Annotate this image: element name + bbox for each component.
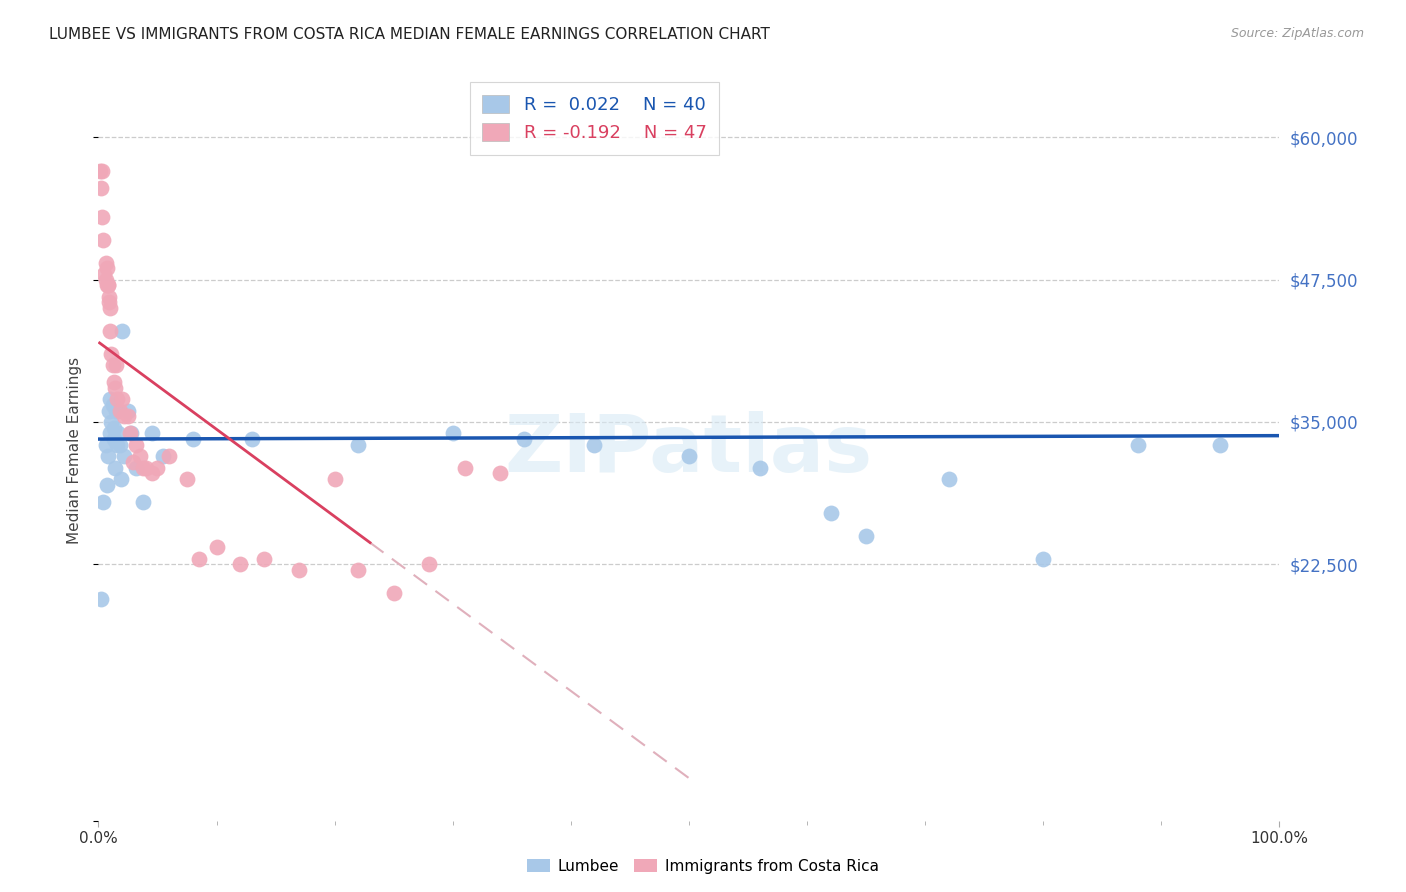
Point xyxy=(288,563,311,577)
Point xyxy=(93,267,115,281)
Point xyxy=(121,426,143,441)
Point xyxy=(107,426,129,441)
Point xyxy=(125,438,148,452)
Point xyxy=(96,261,118,276)
Point xyxy=(111,392,134,407)
Point xyxy=(103,432,125,446)
Point xyxy=(583,438,606,452)
Point xyxy=(205,541,228,555)
Point xyxy=(91,233,114,247)
Point xyxy=(100,415,122,429)
Point xyxy=(91,210,114,224)
Point xyxy=(101,358,124,372)
Point xyxy=(132,460,155,475)
Point xyxy=(100,346,122,360)
Point xyxy=(146,460,169,475)
Point xyxy=(91,164,114,178)
Point xyxy=(418,558,440,572)
Point xyxy=(512,432,534,446)
Point xyxy=(820,506,842,520)
Point xyxy=(152,449,174,463)
Point xyxy=(105,438,128,452)
Point xyxy=(453,460,475,475)
Point xyxy=(103,420,125,434)
Point xyxy=(382,586,405,600)
Text: LUMBEE VS IMMIGRANTS FROM COSTA RICA MEDIAN FEMALE EARNINGS CORRELATION CHART: LUMBEE VS IMMIGRANTS FROM COSTA RICA MED… xyxy=(49,27,770,42)
Point xyxy=(181,432,204,446)
Point xyxy=(105,403,128,417)
Point xyxy=(938,472,960,486)
Point xyxy=(748,460,770,475)
Point xyxy=(104,460,127,475)
Point xyxy=(141,426,163,441)
Point xyxy=(157,449,180,463)
Point xyxy=(96,477,118,491)
Point xyxy=(253,551,276,566)
Point xyxy=(110,472,132,486)
Point xyxy=(94,255,117,269)
Point xyxy=(98,301,121,315)
Point xyxy=(98,290,121,304)
Point xyxy=(112,409,135,424)
Text: ZIPatlas: ZIPatlas xyxy=(505,411,873,490)
Point xyxy=(132,494,155,508)
Point xyxy=(108,438,131,452)
Point xyxy=(112,449,135,463)
Point xyxy=(229,558,252,572)
Point xyxy=(441,426,464,441)
Point xyxy=(91,494,114,508)
Point xyxy=(105,358,128,372)
Point xyxy=(97,278,120,293)
Point xyxy=(105,392,128,407)
Point xyxy=(187,551,209,566)
Point xyxy=(117,409,139,424)
Point xyxy=(98,324,121,338)
Point xyxy=(108,403,131,417)
Point xyxy=(128,449,150,463)
Point xyxy=(135,460,157,475)
Text: Source: ZipAtlas.com: Source: ZipAtlas.com xyxy=(1230,27,1364,40)
Point xyxy=(94,438,117,452)
Point xyxy=(855,529,877,543)
Point xyxy=(90,181,112,195)
Point xyxy=(323,472,346,486)
Point xyxy=(89,164,111,178)
Point xyxy=(94,272,117,286)
Point xyxy=(97,278,120,293)
Point xyxy=(96,278,118,293)
Y-axis label: Median Female Earnings: Median Female Earnings xyxy=(67,357,83,544)
Legend: R =  0.022    N = 40, R = -0.192    N = 47: R = 0.022 N = 40, R = -0.192 N = 47 xyxy=(470,82,720,155)
Point xyxy=(98,392,121,407)
Point xyxy=(1209,438,1232,452)
Point xyxy=(240,432,263,446)
Point xyxy=(678,449,700,463)
Point xyxy=(141,467,163,481)
Point xyxy=(121,455,143,469)
Point xyxy=(98,295,121,310)
Point xyxy=(111,324,134,338)
Point xyxy=(125,460,148,475)
Legend: Lumbee, Immigrants from Costa Rica: Lumbee, Immigrants from Costa Rica xyxy=(522,853,884,880)
Point xyxy=(104,381,127,395)
Point xyxy=(347,563,370,577)
Point xyxy=(101,398,124,412)
Point xyxy=(1126,438,1149,452)
Point xyxy=(98,403,121,417)
Point xyxy=(176,472,198,486)
Point xyxy=(98,426,121,441)
Point xyxy=(489,467,512,481)
Point xyxy=(117,403,139,417)
Point xyxy=(90,591,112,606)
Point xyxy=(97,449,120,463)
Point xyxy=(120,426,142,441)
Point xyxy=(1032,551,1054,566)
Point xyxy=(103,375,125,389)
Point xyxy=(347,438,370,452)
